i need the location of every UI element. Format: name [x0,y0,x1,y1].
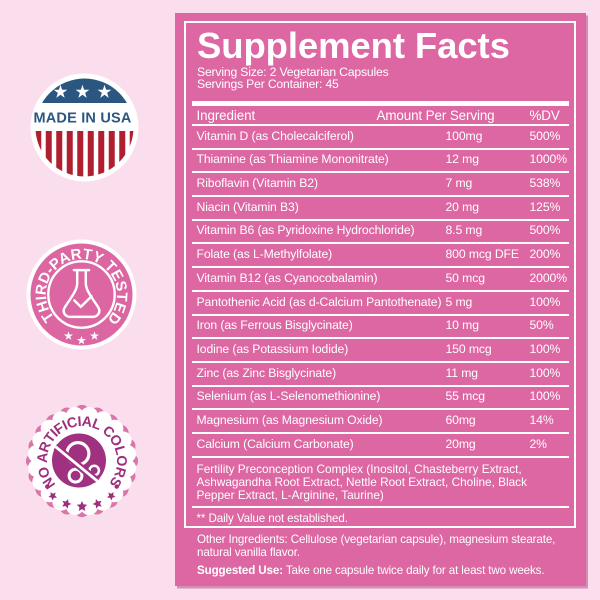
svg-text:MADE IN USA: MADE IN USA [33,111,131,127]
